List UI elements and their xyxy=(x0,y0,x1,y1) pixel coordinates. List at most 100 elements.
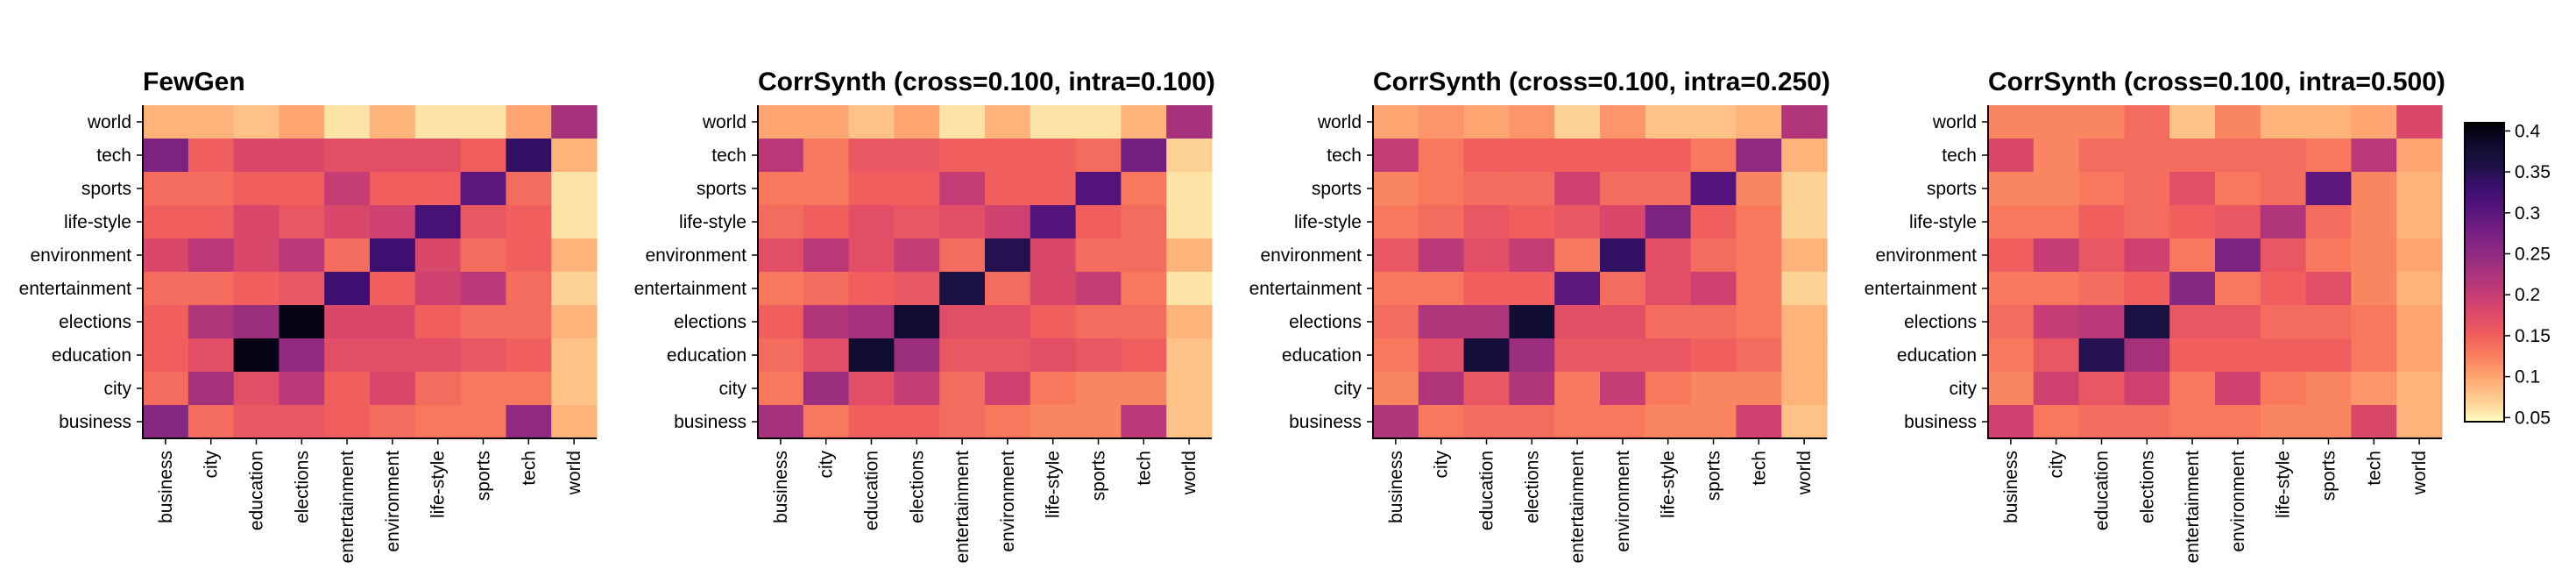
x-tick-label: entertainment xyxy=(952,451,973,564)
heatmap-cell-business-entertainment xyxy=(2169,405,2216,439)
heatmap-cell-business-life-style xyxy=(1645,405,1692,439)
heatmap-cell-elections-world xyxy=(2396,305,2443,339)
heatmap-cell-education-education xyxy=(233,338,280,373)
heatmap-cell-elections-entertainment xyxy=(1554,305,1601,339)
heatmap-cell-life-style-world xyxy=(551,205,598,239)
heatmap-cell-elections-city xyxy=(188,305,235,339)
heatmap-cell-environment-education xyxy=(2078,238,2125,273)
heatmap-cell-life-style-environment xyxy=(985,205,1031,239)
heatmap-cell-entertainment-education xyxy=(1463,272,1510,306)
colorbar-tick-label: 0.1 xyxy=(2515,367,2540,387)
heatmap-cell-tech-business xyxy=(143,139,189,173)
y-tick-label: sports xyxy=(81,179,131,199)
heatmap-cell-business-entertainment xyxy=(324,405,371,439)
heatmap-cell-tech-elections xyxy=(894,139,940,173)
heatmap-cell-entertainment-business xyxy=(1373,272,1419,306)
heatmap-cell-environment-world xyxy=(2396,238,2443,273)
heatmap-cell-tech-elections xyxy=(1509,139,1555,173)
heatmap-cell-entertainment-sports xyxy=(2305,272,2352,306)
heatmap-cell-world-business xyxy=(1373,105,1419,139)
heatmap-cell-elections-tech xyxy=(1121,305,1167,339)
colorbar-tick-label: 0.25 xyxy=(2515,244,2551,264)
heatmap-cell-entertainment-sports xyxy=(460,272,506,306)
y-tick-label: world xyxy=(1317,112,1362,132)
y-tick-label: environment xyxy=(1875,245,1977,266)
y-tick-label: city xyxy=(104,379,132,399)
heatmap-cell-world-education xyxy=(233,105,280,139)
heatmap-cell-tech-entertainment xyxy=(324,139,371,173)
x-tick-label: elections xyxy=(292,451,312,523)
heatmap-cell-tech-world xyxy=(1781,139,1828,173)
heatmap-cell-world-elections xyxy=(2124,105,2170,139)
heatmap-cell-education-city xyxy=(1418,338,1465,373)
heatmap-cell-tech-life-style xyxy=(2260,139,2307,173)
x-tick-label: city xyxy=(1432,451,1452,479)
heatmap-cell-environment-business xyxy=(1373,238,1419,273)
y-tick-label: education xyxy=(1282,345,1362,366)
colorbar-tick-label: 0.2 xyxy=(2515,285,2540,305)
heatmap-cell-education-environment xyxy=(370,338,416,373)
heatmap-cell-education-environment xyxy=(2215,338,2261,373)
heatmap-cell-entertainment-world xyxy=(551,272,598,306)
y-tick-label: world xyxy=(1932,112,1977,132)
heatmap-cell-sports-sports xyxy=(1075,172,1122,206)
heatmap-cell-city-city xyxy=(188,372,235,406)
heatmap-cell-environment-tech xyxy=(2351,238,2397,273)
heatmap-cell-tech-business xyxy=(1988,139,2035,173)
x-tick-label: elections xyxy=(2137,451,2157,523)
heatmap-cell-business-entertainment xyxy=(939,405,986,439)
y-tick-label: education xyxy=(667,345,747,366)
heatmap-cell-tech-city xyxy=(1418,139,1465,173)
heatmap-cell-education-business xyxy=(1988,338,2035,373)
heatmap-cell-education-sports xyxy=(1690,338,1737,373)
x-tick-label: world xyxy=(564,451,584,495)
heatmap-cell-elections-life-style xyxy=(414,305,462,339)
heatmap-cell-education-entertainment xyxy=(939,338,986,373)
heatmap-cell-world-life-style xyxy=(1030,105,1077,139)
heatmap-cell-elections-life-style xyxy=(1030,305,1077,339)
y-tick-label: entertainment xyxy=(1249,279,1362,299)
heatmap-cell-sports-entertainment xyxy=(939,172,986,206)
heatmap-cell-environment-world xyxy=(1781,238,1828,273)
heatmap-cell-life-style-business xyxy=(758,205,804,239)
heatmap-cell-education-city xyxy=(188,338,235,373)
x-tick-label: environment xyxy=(998,451,1018,552)
heatmap-cell-business-life-style xyxy=(1030,405,1077,439)
heatmap-cell-tech-entertainment xyxy=(2169,139,2216,173)
heatmap-cell-business-sports xyxy=(1690,405,1737,439)
y-tick-label: business xyxy=(1904,412,1977,432)
heatmap-cell-elections-city xyxy=(803,305,850,339)
y-tick-label: entertainment xyxy=(19,279,132,299)
heatmap-cell-tech-sports xyxy=(1690,139,1737,173)
heatmap-cell-entertainment-education xyxy=(233,272,280,306)
heatmap-cell-sports-world xyxy=(1781,172,1828,206)
heatmap-cell-elections-tech xyxy=(506,305,552,339)
heatmap-cell-environment-elections xyxy=(1509,238,1555,273)
heatmap-cell-sports-world xyxy=(551,172,598,206)
heatmap-cell-business-sports xyxy=(460,405,506,439)
heatmap-cell-entertainment-environment xyxy=(2215,272,2261,306)
heatmap-cell-tech-life-style xyxy=(1645,139,1692,173)
heatmap-cell-education-environment xyxy=(985,338,1031,373)
heatmap-cell-elections-business xyxy=(758,305,804,339)
heatmap-cell-business-world xyxy=(1781,405,1828,439)
heatmap-cell-environment-environment xyxy=(1600,238,1646,273)
heatmap-cell-business-world xyxy=(2396,405,2443,439)
x-tick-label: entertainment xyxy=(337,451,357,564)
heatmap-cell-city-city xyxy=(2033,372,2080,406)
heatmap-cell-entertainment-elections xyxy=(1509,272,1555,306)
heatmap-cell-sports-elections xyxy=(2124,172,2170,206)
heatmap-cell-sports-life-style xyxy=(1030,172,1077,206)
heatmap-cell-business-elections xyxy=(1509,405,1555,439)
heatmap-cell-tech-world xyxy=(1166,139,1213,173)
heatmap-cell-tech-education xyxy=(233,139,280,173)
heatmap-cell-elections-elections xyxy=(1509,305,1555,339)
heatmap-cell-elections-entertainment xyxy=(2169,305,2216,339)
heatmap-cell-sports-city xyxy=(803,172,850,206)
x-tick-label: city xyxy=(817,451,837,479)
heatmap-cell-business-tech xyxy=(2351,405,2397,439)
heatmap-cell-elections-environment xyxy=(370,305,416,339)
heatmap-cell-city-life-style xyxy=(1645,372,1692,406)
heatmap-cell-sports-entertainment xyxy=(2169,172,2216,206)
heatmap-cell-environment-life-style xyxy=(1030,238,1077,273)
